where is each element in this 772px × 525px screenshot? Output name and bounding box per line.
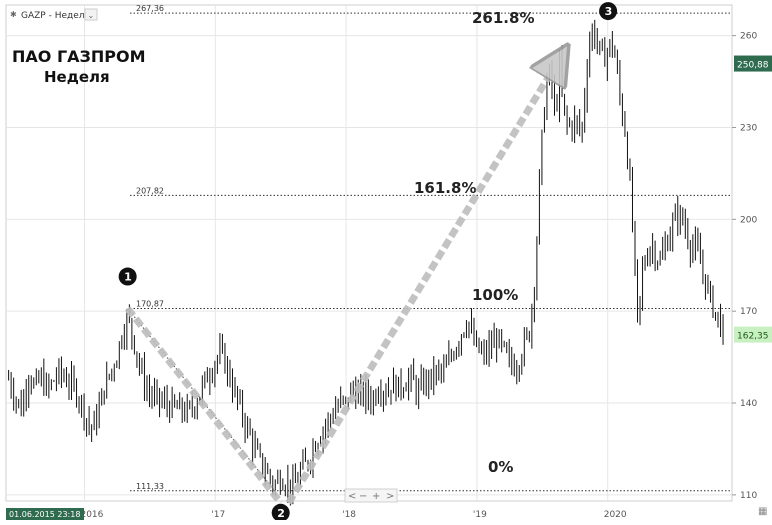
chart-header[interactable]: ✱ GAZP - Неделя ⌄ — [10, 8, 98, 21]
zoom-in-icon[interactable]: + — [372, 491, 380, 502]
layout-grid-icon[interactable]: ▦ — [758, 506, 767, 517]
pivot-number: 2 — [277, 507, 285, 520]
chart-overlay-subtitle: Неделя — [44, 68, 110, 86]
fib-level-value: 207,82 — [136, 186, 164, 195]
pattern-arrows — [124, 61, 558, 505]
pivot-marker — [118, 267, 137, 286]
scroll-right-icon[interactable]: > — [386, 491, 394, 502]
y-tick-label: 170 — [740, 307, 757, 317]
y-tick-label: 200 — [740, 215, 757, 225]
up-arrow — [285, 61, 558, 505]
fib-levels: 267,36 207,82 170,87 111,33 261.8% 161.8% 100%… — [130, 4, 732, 492]
zoom-out-icon[interactable]: − — [359, 491, 367, 502]
chart-overlay-title: ПАО ГАЗПРОМ — [12, 47, 146, 66]
y-tick-label: 140 — [740, 399, 757, 409]
x-tick-label: '18 — [342, 510, 356, 520]
x-tick-label: '17 — [211, 510, 225, 520]
pivot-number: 1 — [124, 271, 132, 284]
fib-level-value: 170,87 — [136, 300, 164, 309]
y-tick-label: 230 — [740, 123, 757, 133]
x-tick-label: '19 — [473, 510, 487, 520]
x-tick-label: 2016 — [80, 510, 103, 520]
fib-level-percent: 0% — [488, 458, 513, 476]
time-axis: 2016 '17 '18 '19 2020 — [80, 510, 626, 520]
symbol-dropdown-button[interactable] — [84, 8, 98, 21]
fib-level-percent: 161.8% — [414, 179, 476, 197]
down-arrow — [124, 306, 284, 505]
plot-area — [5, 4, 733, 502]
last-price-badge — [734, 326, 772, 343]
x-tick-label: 2020 — [604, 510, 627, 520]
fib-level-percent: 100% — [472, 286, 518, 304]
pivot-markers: 1 2 3 — [118, 2, 618, 522]
pivot-marker — [271, 503, 290, 522]
y-tick-label: 110 — [740, 491, 757, 501]
chart-nav[interactable]: < − + > — [344, 488, 398, 503]
fib-level-value: 267,36 — [136, 4, 164, 13]
marker-price-badge — [734, 55, 772, 72]
fib-level-value: 111,33 — [136, 482, 164, 491]
marker-price-label: 250,88 — [737, 61, 769, 71]
start-date-label: 01.06.2015 23:18 — [9, 510, 80, 519]
y-tick-label: 260 — [740, 32, 757, 42]
symbol-label[interactable]: GAZP - Неделя — [21, 11, 90, 21]
scroll-left-icon[interactable]: < — [348, 491, 356, 502]
price-axis: 110 140 170 200 230 260 250,88 162,35 — [732, 32, 772, 501]
settings-icon[interactable]: ✱ — [10, 10, 17, 19]
pivot-number: 3 — [605, 5, 613, 18]
chevron-down-icon: ⌄ — [88, 11, 95, 20]
pivot-marker — [599, 2, 618, 21]
fib-level-percent: 261.8% — [472, 9, 534, 27]
start-date-badge — [6, 508, 84, 520]
last-price-label: 162,35 — [737, 332, 769, 342]
